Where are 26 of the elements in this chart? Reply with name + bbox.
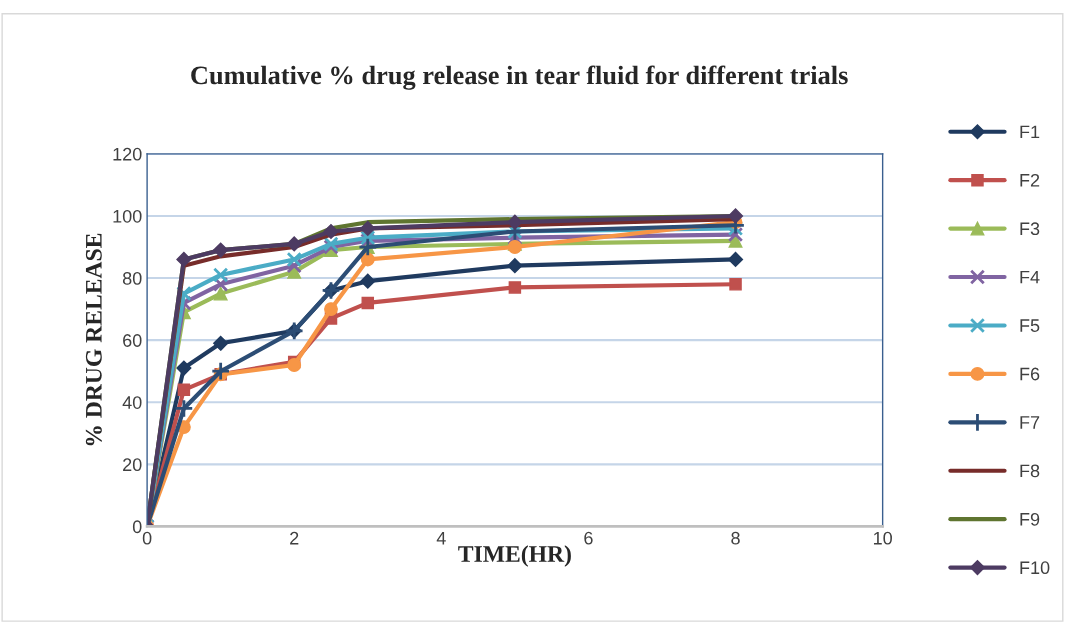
x-tick-label: 0 (142, 531, 152, 545)
y-tick-label: 20 (123, 458, 142, 472)
x-tick-label: 4 (436, 531, 446, 545)
legend-label: F7 (1020, 416, 1040, 429)
y-tick-label: 40 (122, 396, 142, 409)
x-tick-label: 10 (873, 531, 892, 545)
x-tick-label: 2 (290, 531, 299, 545)
y-tick-label: 60 (123, 334, 142, 347)
legend-label: F10 (1020, 561, 1050, 575)
legend-label: F3 (1020, 222, 1040, 236)
y-tick-label: 100 (113, 209, 142, 223)
legend-label: F2 (1020, 173, 1040, 187)
legend-label: F1 (1020, 125, 1040, 139)
x-tick-label: 8 (731, 531, 740, 545)
legend-label: F8 (1020, 464, 1040, 478)
x-tick-label: 6 (584, 531, 593, 545)
chart-title: Cumulative % drug release in tear fluid for different trials (191, 65, 848, 90)
legend-label: F5 (1020, 319, 1040, 332)
legend-label: F9 (1020, 512, 1040, 526)
y-axis-title: % DRUG RELEASE (85, 233, 102, 446)
y-tick-label: 0 (132, 520, 142, 534)
y-tick-label: 120 (113, 147, 142, 161)
y-tick-label: 80 (122, 272, 142, 285)
legend-label: F4 (1020, 270, 1040, 284)
legend-label: F6 (1020, 367, 1040, 381)
x-axis-title: TIME(HR) (458, 545, 571, 567)
